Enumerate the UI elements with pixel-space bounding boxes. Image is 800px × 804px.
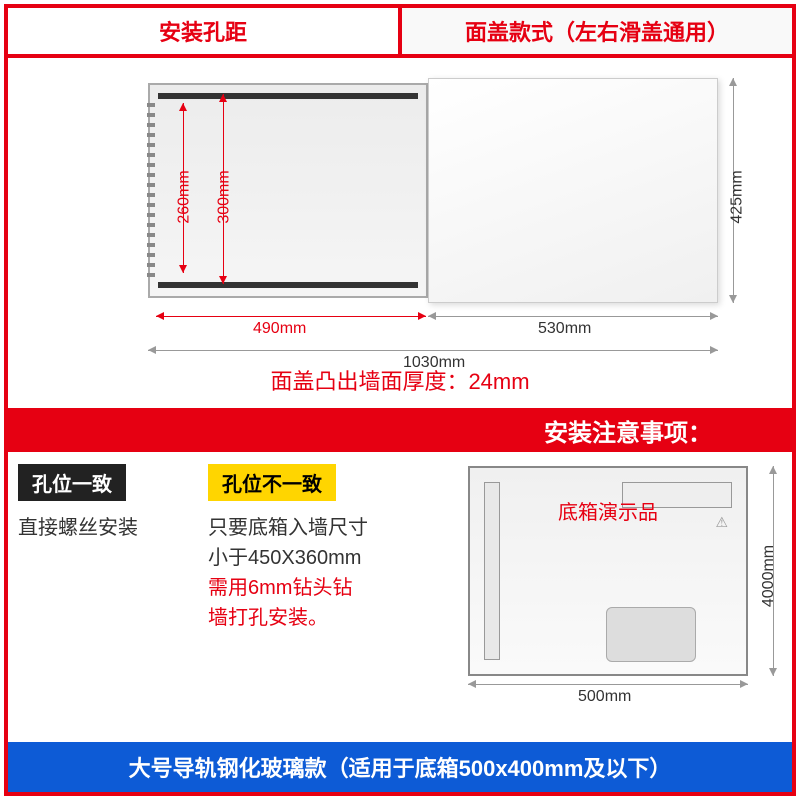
- col-same-holes: 孔位一致 直接螺丝安装: [8, 452, 198, 738]
- desc-diff: 只要底箱入墙尺寸 小于450X360mm 需用6mm钻头钻 墙打孔安装。: [208, 513, 438, 633]
- install-notes-title: 安装注意事项：: [544, 413, 712, 448]
- demo-label: 底箱演示品: [470, 496, 746, 525]
- header-left-text: 安装孔距: [159, 15, 247, 47]
- dim-300-label: 300mm: [216, 170, 234, 223]
- diff-line2: 小于450X360mm: [208, 547, 361, 569]
- header-right-sub: （左右滑盖通用）: [553, 15, 729, 47]
- frame-rail-top: [158, 93, 418, 99]
- dim-490: 490mm: [253, 320, 306, 338]
- cover-panel: [428, 78, 718, 303]
- col-demo-box: ⚠ 底箱演示品 4000mm 500mm: [448, 452, 792, 738]
- dim-4000: 4000mm: [738, 567, 800, 585]
- footer-bar: 大号导轨钢化玻璃款（适用于底箱500x400mm及以下）: [8, 742, 792, 792]
- dim-4000-label: 4000mm: [760, 545, 778, 607]
- desc-same: 直接螺丝安装: [18, 513, 188, 543]
- demo-router: [606, 607, 696, 662]
- tag-same: 孔位一致: [18, 464, 126, 501]
- header-right-main: 面盖款式: [465, 15, 553, 47]
- bottom-section: 孔位一致 直接螺丝安装 孔位不一致 只要底箱入墙尺寸 小于450X360mm 需…: [8, 452, 792, 738]
- tag-diff: 孔位不一致: [208, 464, 336, 501]
- diagram-area: 260mm 300mm 425mm 490mm 530mm 1030mm 面盖凸…: [8, 58, 792, 408]
- demo-box: ⚠ 底箱演示品: [468, 466, 748, 676]
- frame-rail-bottom: [158, 282, 418, 288]
- diff-line4: 墙打孔安装。: [208, 607, 328, 629]
- dim-line-530: [428, 316, 718, 317]
- frame-slots: [147, 103, 155, 278]
- header-row: 安装孔距 面盖款式 （左右滑盖通用）: [8, 8, 792, 58]
- diff-line1: 只要底箱入墙尺寸: [208, 517, 368, 539]
- col-diff-holes: 孔位不一致 只要底箱入墙尺寸 小于450X360mm 需用6mm钻头钻 墙打孔安…: [198, 452, 448, 738]
- dim-425-label: 425mm: [729, 170, 747, 223]
- dim-line-1030: [148, 350, 718, 351]
- dim-530: 530mm: [538, 320, 591, 338]
- header-right: 面盖款式 （左右滑盖通用）: [402, 8, 792, 54]
- header-left: 安装孔距: [8, 8, 402, 54]
- dim-300: 300mm: [198, 188, 251, 206]
- dim-500: 500mm: [578, 688, 631, 706]
- thickness-note: 面盖凸出墙面厚度：24mm: [8, 364, 792, 396]
- dim-line-500: [468, 684, 748, 685]
- dim-425: 425mm: [711, 188, 764, 206]
- dim-line-490: [156, 316, 426, 317]
- dim-260-label: 260mm: [176, 170, 194, 223]
- install-notes-bar: 安装注意事项：: [8, 408, 792, 452]
- card-outer: 安装孔距 面盖款式 （左右滑盖通用） 260mm 300mm 425mm: [4, 4, 796, 796]
- footer-text: 大号导轨钢化玻璃款（适用于底箱500x400mm及以下）: [129, 751, 672, 783]
- diff-line3: 需用6mm钻头钻: [208, 577, 352, 599]
